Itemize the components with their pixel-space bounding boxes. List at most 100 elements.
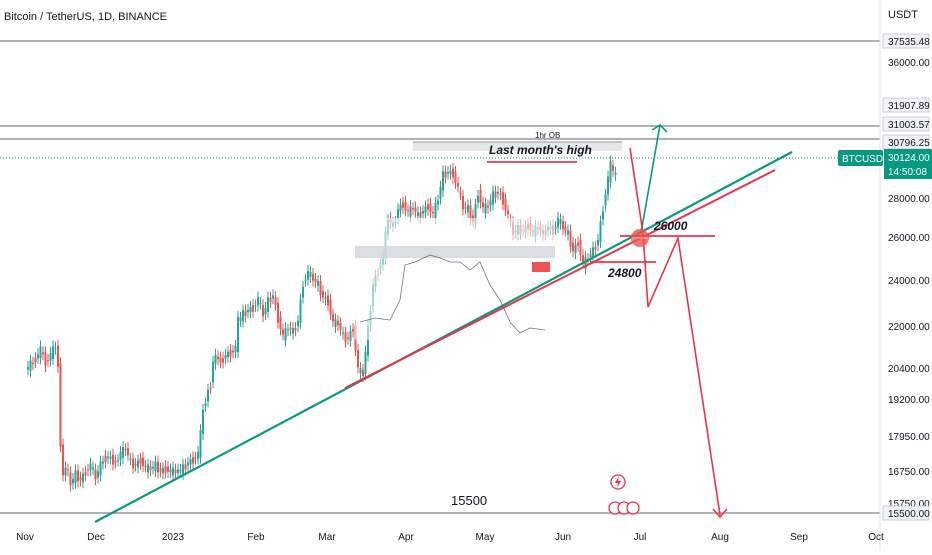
candle-body bbox=[197, 451, 199, 459]
candle-body bbox=[52, 346, 54, 360]
candle-body bbox=[504, 198, 507, 211]
price-tick-label: 19200.00 bbox=[888, 395, 930, 406]
candle-body bbox=[367, 325, 369, 356]
candle-body bbox=[59, 363, 62, 447]
level-26000-label: 26000 bbox=[653, 219, 688, 233]
candle-body bbox=[582, 255, 584, 263]
candle-body bbox=[177, 469, 179, 474]
price-tick-label: 16750.00 bbox=[888, 467, 930, 478]
candle-body bbox=[204, 403, 207, 406]
candle-body bbox=[134, 463, 137, 466]
candle-body bbox=[277, 302, 279, 323]
candle-body bbox=[104, 455, 107, 463]
candle-body bbox=[89, 463, 92, 471]
candle-body bbox=[102, 461, 104, 464]
candle-body bbox=[149, 466, 152, 471]
candle-body bbox=[157, 461, 159, 473]
candle-body bbox=[272, 295, 274, 299]
candle-body bbox=[399, 204, 402, 212]
candle-body bbox=[234, 346, 237, 353]
candle-body bbox=[469, 205, 472, 220]
time-axis[interactable]: Nov Dec 2023 Feb Mar Apr May Jun Jul Aug Sep Oct bbox=[16, 532, 884, 543]
candle-body bbox=[132, 458, 134, 468]
candle-body bbox=[109, 456, 112, 459]
candle-body bbox=[127, 448, 129, 456]
price-tick-label: 24000.00 bbox=[888, 276, 930, 287]
candle-body bbox=[139, 458, 142, 464]
candle-body bbox=[179, 469, 182, 472]
candle-body bbox=[307, 270, 309, 280]
candle-body bbox=[172, 467, 174, 476]
price-tick-label: 20400.00 bbox=[888, 364, 930, 375]
candle-body bbox=[259, 302, 262, 304]
candle-body bbox=[602, 211, 604, 220]
candle-body bbox=[67, 469, 69, 471]
candle-body bbox=[107, 456, 109, 459]
candle-body bbox=[144, 465, 147, 467]
time-tick-label: Mar bbox=[318, 532, 336, 543]
last-price-badge bbox=[884, 149, 932, 179]
candle-body bbox=[484, 203, 487, 214]
candle-body bbox=[454, 171, 457, 183]
candle-body bbox=[302, 286, 304, 298]
candle-body bbox=[214, 354, 217, 364]
candle-body bbox=[57, 345, 59, 367]
candle-body bbox=[269, 297, 272, 303]
time-tick-label: Jul bbox=[634, 532, 647, 543]
event-icons[interactable] bbox=[608, 474, 640, 515]
time-tick-label: Sep bbox=[790, 532, 808, 543]
candle-body bbox=[187, 462, 189, 466]
candle-body bbox=[322, 291, 324, 298]
candle-body bbox=[597, 239, 599, 246]
candle-body bbox=[74, 470, 77, 483]
candle-body bbox=[164, 465, 167, 473]
candle-body bbox=[299, 299, 302, 323]
candle-body bbox=[294, 328, 297, 331]
candle-body bbox=[54, 347, 57, 349]
candle-body bbox=[414, 207, 417, 212]
candle-body bbox=[62, 444, 64, 476]
candle-body bbox=[94, 469, 97, 480]
candle-body bbox=[334, 319, 337, 328]
candle-body bbox=[327, 295, 329, 306]
candle-body bbox=[357, 350, 359, 368]
bullish-arrow-line bbox=[640, 124, 661, 234]
candle-body bbox=[39, 346, 42, 359]
time-tick-label: Nov bbox=[16, 532, 34, 543]
event-icon-3[interactable] bbox=[626, 501, 640, 515]
candle-body bbox=[42, 352, 44, 355]
candle-body bbox=[352, 329, 354, 332]
candle-body bbox=[192, 457, 194, 464]
candle-body bbox=[252, 304, 254, 312]
time-tick-label: Dec bbox=[87, 532, 105, 543]
price-axis[interactable]: 37535.48 36000.00 31907.89 31003.57 30796.25… bbox=[879, 0, 930, 550]
candle-body bbox=[429, 203, 432, 213]
candle-body bbox=[482, 202, 484, 208]
candle-body bbox=[604, 194, 607, 206]
candle-body bbox=[287, 329, 289, 331]
candle-body bbox=[474, 204, 477, 224]
candle-body bbox=[242, 310, 244, 322]
price-tick-label: 37535.48 bbox=[888, 37, 930, 48]
candle-body bbox=[284, 328, 287, 341]
candle-body bbox=[572, 242, 574, 252]
last-month-high-label: Last month's high bbox=[489, 143, 592, 157]
candle-body bbox=[92, 467, 94, 470]
candle-body bbox=[404, 201, 407, 211]
candle-body bbox=[237, 316, 239, 352]
candle-body bbox=[77, 470, 79, 482]
candle-body bbox=[612, 165, 614, 171]
candle-body bbox=[244, 310, 247, 317]
candle-body bbox=[142, 457, 144, 466]
candle-body bbox=[324, 297, 327, 300]
candle-body bbox=[609, 161, 612, 183]
candle-body bbox=[189, 459, 192, 465]
candle-body bbox=[207, 389, 209, 402]
candle-body bbox=[69, 472, 72, 486]
candle-body bbox=[362, 369, 364, 377]
candle-body bbox=[337, 321, 339, 326]
candle-body bbox=[167, 466, 169, 472]
candle-body bbox=[364, 351, 367, 375]
horizontal-levels bbox=[0, 40, 880, 514]
